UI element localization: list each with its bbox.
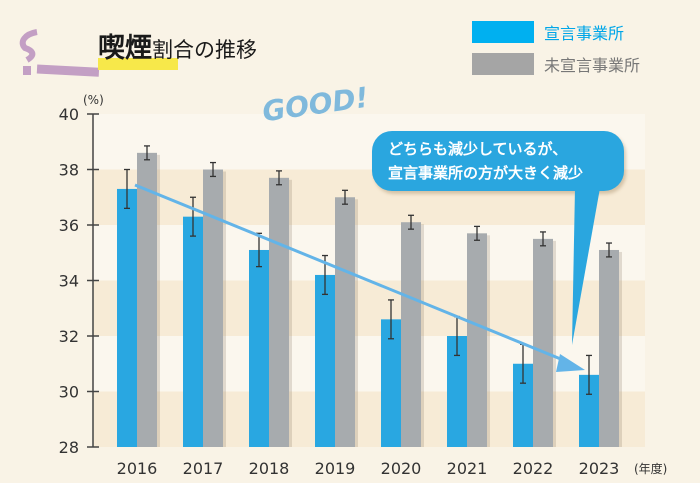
title-highlight	[98, 58, 178, 70]
y-tick-label: 28	[59, 438, 79, 457]
x-tick-label: 2018	[249, 459, 290, 478]
legend-label: 宣言事業所	[544, 24, 625, 43]
y-unit-label: (%)	[83, 93, 104, 107]
callout-line: どちらも減少しているが、	[388, 140, 568, 158]
bar-declared-2020	[381, 319, 401, 447]
legend-swatch	[472, 21, 534, 43]
cigarette-icon	[19, 29, 100, 77]
grid-band	[93, 280, 645, 336]
x-tick-label: 2022	[513, 459, 554, 478]
bar-undeclared-2017	[203, 169, 223, 447]
x-tick-label: 2020	[381, 459, 422, 478]
trend-arrow	[134, 183, 569, 364]
x-tick-label: 2017	[183, 459, 224, 478]
x-tick-label: 2019	[315, 459, 356, 478]
bar-declared-2016	[117, 188, 137, 448]
bar-undeclared-2019	[335, 197, 355, 447]
x-tick-label: 2016	[117, 459, 158, 478]
bar-undeclared-2018	[269, 177, 289, 447]
y-tick-label: 32	[59, 327, 79, 346]
bar-declared-2017	[183, 216, 203, 447]
y-tick-label: 38	[59, 161, 79, 180]
bar-declared-2018	[249, 249, 269, 447]
bar-undeclared-2021	[467, 233, 487, 447]
legend-label: 未宣言事業所	[544, 56, 641, 75]
bar-undeclared-2023	[599, 249, 619, 447]
grid-band	[93, 391, 645, 447]
x-unit-label: (年度)	[634, 461, 667, 476]
bar-declared-2021	[447, 336, 467, 447]
chart-title: 喫煙割合の推移	[98, 33, 257, 64]
legend-item-declared: 宣言事業所	[472, 20, 624, 44]
y-tick-label: 30	[59, 383, 79, 402]
bar-undeclared-2016	[137, 152, 157, 447]
bar-undeclared-2020	[401, 222, 421, 447]
legend-item-undeclared: 未宣言事業所	[472, 52, 640, 76]
x-tick-label: 2023	[579, 459, 620, 478]
legend-swatch	[472, 53, 534, 75]
grid-band	[93, 225, 645, 281]
trend-arrow-head	[556, 354, 585, 372]
y-tick-label: 40	[59, 105, 79, 124]
callout-bubble: どちらも減少しているが、 宣言事業所の方が大きく減少	[372, 131, 624, 191]
y-tick-label: 36	[59, 216, 79, 235]
bar-undeclared-2022	[533, 238, 553, 447]
bar-declared-2023	[579, 374, 599, 447]
x-tick-label: 2021	[447, 459, 488, 478]
bar-declared-2022	[513, 363, 533, 447]
callout-line: 宣言事業所の方が大きく減少	[388, 164, 584, 182]
y-tick-label: 34	[59, 272, 79, 291]
bar-declared-2019	[315, 274, 335, 447]
